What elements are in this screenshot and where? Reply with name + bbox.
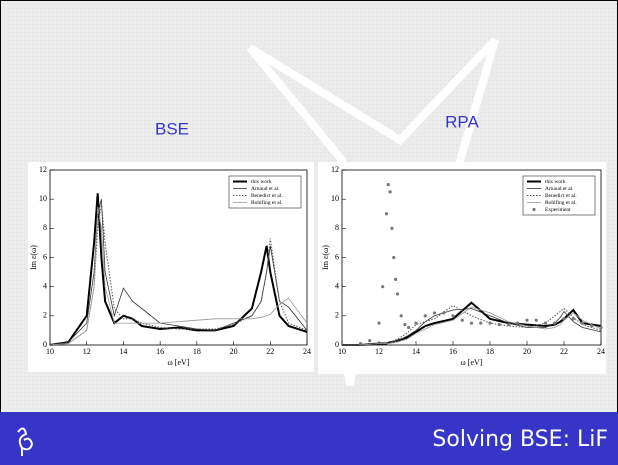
data-point [400, 314, 403, 317]
data-point [525, 319, 528, 322]
x-tick-label: 10 [338, 347, 346, 356]
legend-label: Rohlfing et al. [545, 199, 577, 206]
y-tick-label: 6 [43, 252, 47, 261]
x-axis-label: ω [eV] [461, 358, 483, 367]
y-tick-label: 0 [335, 340, 339, 349]
data-point [390, 227, 393, 230]
y-tick-label: 10 [39, 194, 47, 203]
legend-label: Benedict et al. [545, 193, 577, 199]
data-point [498, 323, 501, 326]
data-point [377, 322, 380, 325]
x-tick-label: 22 [266, 347, 274, 356]
data-point [479, 322, 482, 325]
legend-label: Arnaud et al. [251, 186, 280, 192]
x-tick-label: 20 [523, 347, 531, 356]
data-point [553, 322, 556, 325]
data-point [590, 324, 593, 327]
data-point [488, 322, 491, 325]
slide: BSE RPA 1012141618202224024681012ω [eV]I… [0, 0, 618, 465]
x-tick-label: 12 [375, 347, 383, 356]
data-point [424, 314, 427, 317]
legend-label: Benedict et al. [251, 193, 283, 199]
footer-title: Solving BSE: LiF [432, 427, 608, 452]
x-axis-label: ω [eV] [168, 358, 190, 367]
legend-label: this work [545, 179, 566, 185]
y-tick-label: 6 [335, 252, 339, 261]
data-point [535, 319, 538, 322]
x-tick-label: 22 [560, 347, 568, 356]
x-tick-label: 10 [46, 347, 54, 356]
data-point [451, 314, 454, 317]
y-axis-label: Im ε(ω) [29, 245, 38, 270]
y-tick-label: 8 [43, 223, 47, 232]
data-point [394, 278, 397, 281]
rpa-label: RPA [445, 112, 479, 131]
y-tick-label: 8 [335, 223, 339, 232]
data-point [385, 212, 388, 215]
x-tick-label: 16 [449, 347, 457, 356]
x-tick-label: 20 [230, 347, 238, 356]
data-point [470, 322, 473, 325]
data-point [433, 311, 436, 314]
data-point [599, 326, 602, 329]
legend-marker [532, 208, 535, 211]
data-point [544, 322, 547, 325]
x-tick-label: 12 [83, 347, 91, 356]
y-tick-label: 0 [43, 340, 47, 349]
x-tick-label: 18 [486, 347, 494, 356]
data-point [414, 322, 417, 325]
data-point [403, 323, 406, 326]
data-point [516, 322, 519, 325]
data-point [442, 311, 445, 314]
x-tick-label: 14 [412, 347, 420, 356]
y-tick-label: 12 [331, 165, 339, 174]
legend-label: this work [251, 179, 272, 185]
x-tick-label: 24 [597, 347, 605, 356]
data-point [562, 317, 565, 320]
data-point [389, 190, 392, 193]
y-tick-label: 4 [335, 281, 339, 290]
data-point [581, 322, 584, 325]
legend-label: Rohlfing et al. [251, 199, 283, 206]
legend-label: Arnaud et al. [545, 186, 574, 192]
y-axis-label: Im ε(ω) [321, 245, 330, 270]
y-tick-label: 2 [43, 311, 47, 320]
data-point [461, 319, 464, 322]
data-point [396, 292, 399, 295]
y-tick-label: 2 [335, 311, 339, 320]
data-point [368, 339, 371, 342]
y-tick-label: 4 [43, 281, 47, 290]
y-tick-label: 10 [331, 194, 339, 203]
x-tick-label: 16 [156, 347, 164, 356]
x-tick-label: 18 [193, 347, 201, 356]
data-point [381, 285, 384, 288]
data-point [392, 256, 395, 259]
legend-label: Experiment [545, 207, 571, 213]
data-point [359, 342, 362, 345]
y-tick-label: 12 [39, 165, 47, 174]
bse-label: BSE [155, 119, 189, 138]
data-point [387, 183, 390, 186]
x-tick-label: 24 [303, 347, 311, 356]
x-tick-label: 14 [119, 347, 127, 356]
data-point [572, 317, 575, 320]
data-point [507, 323, 510, 326]
data-point [407, 326, 410, 329]
